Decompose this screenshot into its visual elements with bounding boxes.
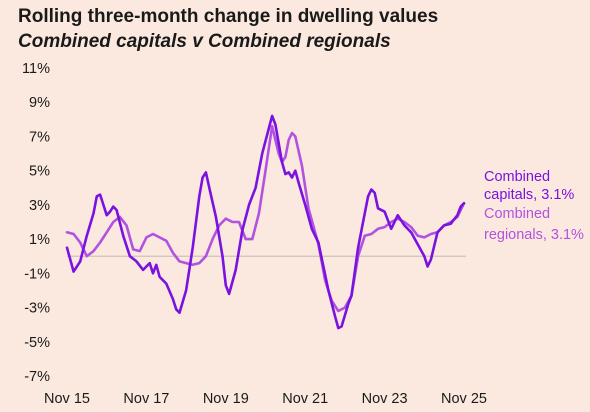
y-tick-label: 7% [29,129,50,145]
series-line-regionals [65,124,466,313]
x-tick-label: Nov 21 [282,391,328,407]
x-tick-label: Nov 25 [441,391,487,407]
series-line-capitals [65,114,466,330]
chart-title: Rolling three-month change in dwelling v… [18,6,439,27]
chart-subtitle: Combined capitals v Combined regionals [18,31,391,52]
x-tick-label: Nov 15 [44,391,90,407]
y-tick-label: 1% [29,232,50,248]
y-tick-label: 5% [29,164,50,180]
series-label-capitals: capitals, 3.1% [484,187,574,203]
y-tick-label: -7% [24,369,50,385]
series-label-capitals: Combined [484,169,550,185]
y-tick-label: 3% [29,198,50,214]
y-tick-label: -1% [24,266,50,282]
y-tick-label: -3% [24,301,50,317]
series-label-regionals: Combined [484,206,550,222]
x-tick-label: Nov 23 [362,391,408,407]
series-label-regionals: regionals, 3.1% [484,227,584,243]
x-tick-label: Nov 19 [203,391,249,407]
x-tick-label: Nov 17 [123,391,169,407]
y-tick-label: -5% [24,335,50,351]
y-tick-label: 11% [22,61,50,77]
y-tick-label: 9% [29,95,50,111]
